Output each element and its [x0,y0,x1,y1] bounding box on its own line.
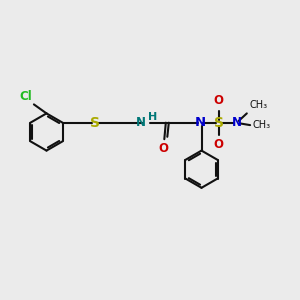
Text: Cl: Cl [20,90,32,103]
Text: N: N [194,116,206,129]
Text: CH₃: CH₃ [250,100,268,110]
Text: O: O [214,138,224,151]
Text: N: N [136,116,146,129]
Text: S: S [214,116,224,130]
Text: H: H [148,112,158,122]
Text: S: S [90,116,100,130]
Text: O: O [159,142,169,155]
Text: N: N [232,116,242,129]
Text: CH₃: CH₃ [252,120,270,130]
Text: O: O [214,94,224,107]
